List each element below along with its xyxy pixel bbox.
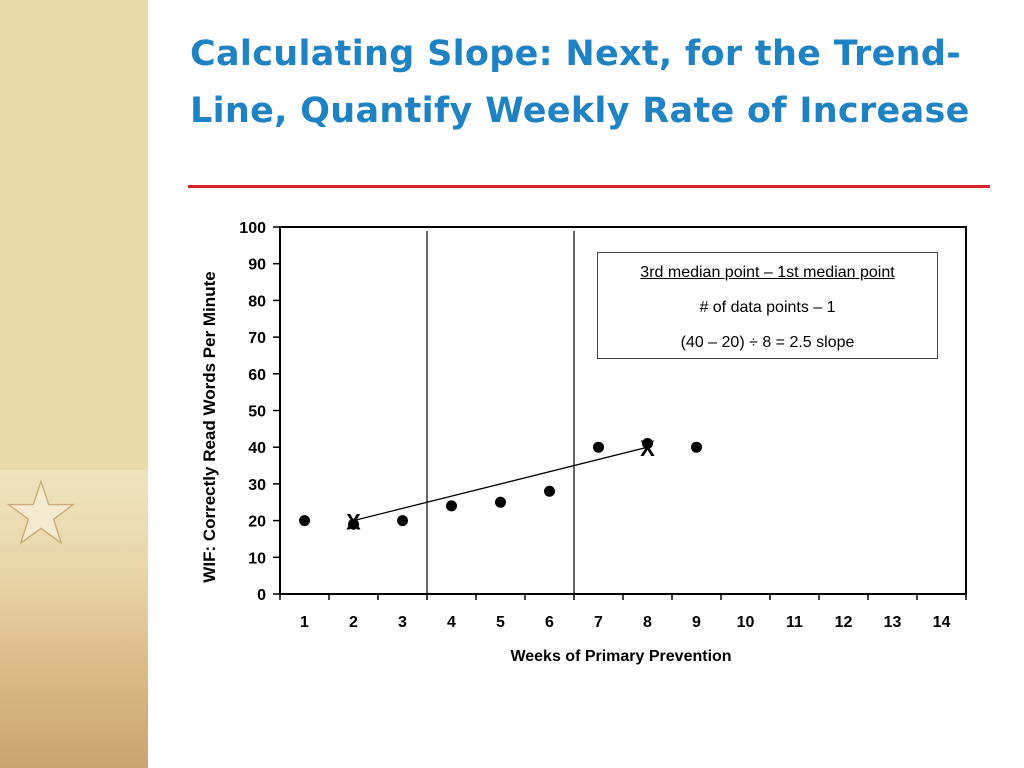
slide-title: Calculating Slope: Next, for the Trend-L… — [190, 34, 970, 131]
y-tick-label: 50 — [248, 404, 266, 421]
median-marker: X — [346, 510, 361, 535]
x-tick-label: 1 — [300, 614, 309, 631]
formula-denominator: # of data points – 1 — [699, 299, 836, 316]
trend-line — [353, 446, 648, 522]
x-axis-label: Weeks of Primary Prevention — [510, 648, 731, 665]
x-tick-label: 5 — [496, 614, 505, 631]
data-point — [495, 496, 506, 508]
y-tick-label: 90 — [248, 257, 266, 274]
data-point — [348, 518, 359, 530]
star-icon — [6, 479, 76, 545]
y-tick-label: 60 — [248, 367, 266, 384]
y-tick-label: 10 — [248, 550, 266, 567]
x-tick-label: 13 — [884, 614, 902, 631]
x-tick-label: 9 — [692, 614, 701, 631]
y-tick-label: 100 — [239, 220, 266, 237]
y-tick-label: 70 — [248, 330, 266, 347]
y-tick-label: 20 — [248, 514, 266, 531]
x-tick-label: 10 — [737, 614, 755, 631]
y-tick-label: 40 — [248, 440, 266, 457]
x-tick-label: 6 — [545, 614, 554, 631]
decorative-photo — [0, 470, 148, 768]
y-tick-label: 0 — [257, 587, 266, 604]
x-tick-label: 4 — [447, 614, 456, 631]
formula-calculation: (40 – 20) ÷ 8 = 2.5 slope — [680, 334, 855, 351]
data-point — [544, 485, 555, 497]
data-point — [397, 515, 408, 527]
y-tick-label: 30 — [248, 477, 266, 494]
x-tick-label: 12 — [835, 614, 853, 631]
data-point — [691, 441, 702, 453]
y-tick-label: 80 — [248, 293, 266, 310]
x-tick-label: 14 — [933, 614, 951, 631]
formula-numerator: 3rd median point – 1st median point — [640, 264, 895, 281]
median-marker: X — [640, 436, 655, 461]
data-point — [642, 438, 653, 450]
data-point — [299, 515, 310, 527]
x-tick-label: 7 — [594, 614, 603, 631]
data-point — [446, 500, 457, 512]
y-axis-label: WIF: Correctly Read Words Per Minute — [200, 271, 219, 582]
title-divider — [188, 185, 990, 188]
x-tick-label: 2 — [349, 614, 358, 631]
x-tick-label: 11 — [786, 614, 803, 631]
slope-formula-box: 3rd median point – 1st median point # of… — [597, 252, 938, 359]
decorative-side-panel — [0, 0, 148, 768]
data-point — [593, 441, 604, 453]
x-tick-label: 3 — [398, 614, 407, 631]
x-tick-label: 8 — [643, 614, 652, 631]
